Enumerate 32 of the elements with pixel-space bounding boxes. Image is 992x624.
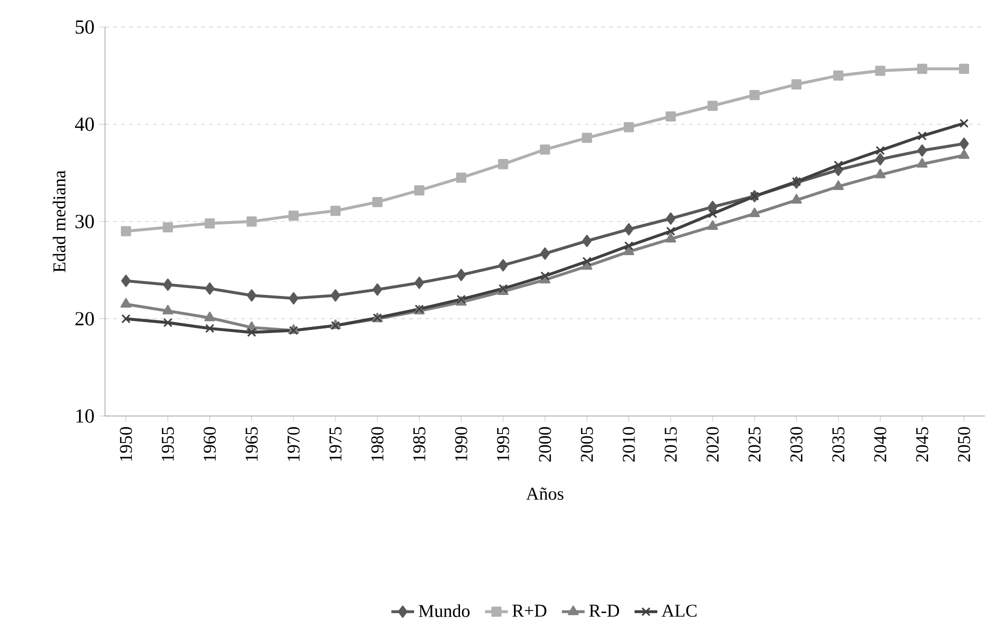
x-tick-label: 2035 <box>832 426 844 462</box>
x-tick-label: 2045 <box>916 426 928 462</box>
y-axis-title: Edad mediana <box>52 170 66 272</box>
legend-label: R-D <box>589 604 620 616</box>
x-tick-label: 1970 <box>287 426 300 461</box>
x-tick-label: 1985 <box>413 426 426 461</box>
x-tick-label: 1995 <box>497 426 510 461</box>
x-tick-label: 1990 <box>455 426 468 461</box>
x-axis-title: Años <box>526 487 564 500</box>
x-tick-label: 2020 <box>706 426 719 462</box>
x-tick-label: 2030 <box>790 426 802 462</box>
legend-label: ALC <box>662 604 696 617</box>
y-tick-label: 20 <box>75 312 94 326</box>
x-tick-label: 1980 <box>371 426 384 461</box>
x-tick-label: 1955 <box>162 426 174 461</box>
x-tick-label: 2050 <box>958 426 970 462</box>
y-tick-label: 10 <box>76 409 94 423</box>
x-tick-label: 2025 <box>748 426 761 462</box>
y-tick-label: 40 <box>75 117 94 131</box>
x-tick-label: 2040 <box>874 426 886 462</box>
x-tick-label: 2010 <box>622 426 635 462</box>
y-tick-label: 50 <box>76 20 94 34</box>
x-tick-label: 2015 <box>664 426 677 462</box>
legend-label: Mundo <box>418 604 470 617</box>
x-tick-label: 2000 <box>538 426 552 462</box>
x-tick-label: 1960 <box>204 426 216 461</box>
y-tick-label: 30 <box>76 214 94 228</box>
x-tick-label: 1950 <box>120 426 132 461</box>
x-tick-label: 1965 <box>246 426 258 461</box>
x-tick-label: 1975 <box>329 426 342 461</box>
legend-label: R+D <box>512 604 546 616</box>
x-tick-label: 2005 <box>580 426 593 462</box>
